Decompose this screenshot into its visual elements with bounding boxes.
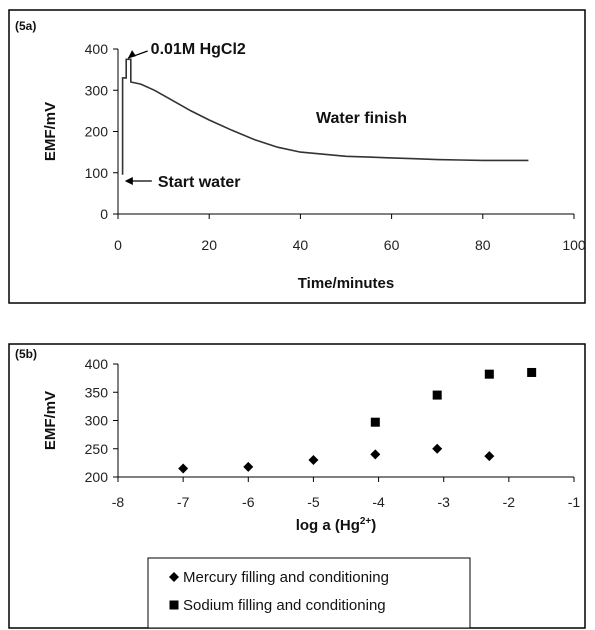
- plot-5a: 0 100 200 300 400 0 20 40 60 80 100 Time/minutes EMF…: [42, 41, 586, 292]
- mercury-point: [243, 461, 254, 472]
- y-tick-label-5b: 350: [85, 384, 109, 400]
- y-tick-label-5b: 200: [85, 469, 109, 485]
- mercury-point: [308, 455, 319, 466]
- x-tick-label-5b: -6: [242, 494, 255, 510]
- y-tick-label-5a: 400: [85, 41, 109, 57]
- y-tick-label-5b: 300: [85, 413, 109, 429]
- mercury-point: [432, 443, 443, 454]
- mercury-point: [370, 449, 381, 460]
- legend-marker-sodium: [169, 600, 179, 610]
- x-tick-label-5b: -4: [372, 494, 385, 510]
- series-line-5a: [121, 58, 529, 175]
- x-axis-label-5b: log a (Hg2+): [296, 516, 377, 534]
- x-tick-label-5b: -7: [177, 494, 190, 510]
- y-tick-label-5a: 300: [85, 82, 109, 98]
- mercury-point: [484, 451, 495, 462]
- x-axis-label-5b-sup: 2+: [360, 516, 372, 527]
- y-tick-label-5b: 250: [85, 441, 109, 457]
- x-axis-label-5b-end: ): [371, 517, 376, 534]
- y-axis-label-5a: EMF/mV: [42, 102, 59, 161]
- arrow-head-hgcl2: [128, 50, 137, 59]
- legend: Mercury filling and conditioning Sodium f…: [169, 569, 389, 614]
- sodium-point: [484, 369, 494, 379]
- sodium-point: [432, 390, 442, 400]
- annotation-start-water: Start water: [158, 174, 241, 191]
- x-tick-label-5b: -2: [503, 494, 516, 510]
- y-tick-label-5b: 400: [85, 356, 109, 372]
- y-axis-label-5b: EMF/mV: [42, 391, 59, 450]
- legend-box: [147, 557, 471, 629]
- panel-5b-label: (5b): [15, 347, 37, 361]
- x-tick-label-5a: 0: [114, 237, 122, 253]
- x-tick-label-5a: 60: [384, 237, 400, 253]
- plot-5b: 200 250 300 350 400 -8 -7 -6 -5 -4 -3 -2 -1 log a (Hg…: [42, 356, 580, 534]
- annotation-hgcl2: 0.01M HgCl2: [151, 41, 246, 58]
- sodium-point: [370, 417, 380, 427]
- panel-5a-label: (5a): [15, 19, 36, 33]
- x-tick-label-5b: -3: [437, 494, 450, 510]
- legend-label-1: Sodium filling and conditioning: [183, 597, 386, 614]
- y-tick-label-5a: 100: [85, 165, 109, 181]
- y-tick-label-5a: 200: [85, 124, 109, 140]
- mercury-point: [178, 463, 189, 474]
- x-tick-label-5a: 20: [201, 237, 217, 253]
- x-tick-label-5a: 80: [475, 237, 491, 253]
- x-tick-label-5a: 100: [562, 237, 586, 253]
- x-tick-label-5b: -1: [568, 494, 581, 510]
- x-axis-label-5b-main: log a (Hg: [296, 517, 360, 534]
- sodium-point: [527, 367, 537, 377]
- legend-marker-mercury: [169, 572, 179, 582]
- arrow-head-start-water: [124, 177, 133, 185]
- x-tick-label-5a: 40: [293, 237, 309, 253]
- x-tick-label-5b: -5: [307, 494, 320, 510]
- panel-5a-frame: [8, 9, 586, 304]
- x-axis-label-5a: Time/minutes: [298, 275, 394, 292]
- y-tick-label-5a: 0: [100, 206, 108, 222]
- annotation-water-finish: Water finish: [316, 110, 407, 127]
- legend-label-0: Mercury filling and conditioning: [183, 569, 389, 586]
- x-tick-label-5b: -8: [112, 494, 125, 510]
